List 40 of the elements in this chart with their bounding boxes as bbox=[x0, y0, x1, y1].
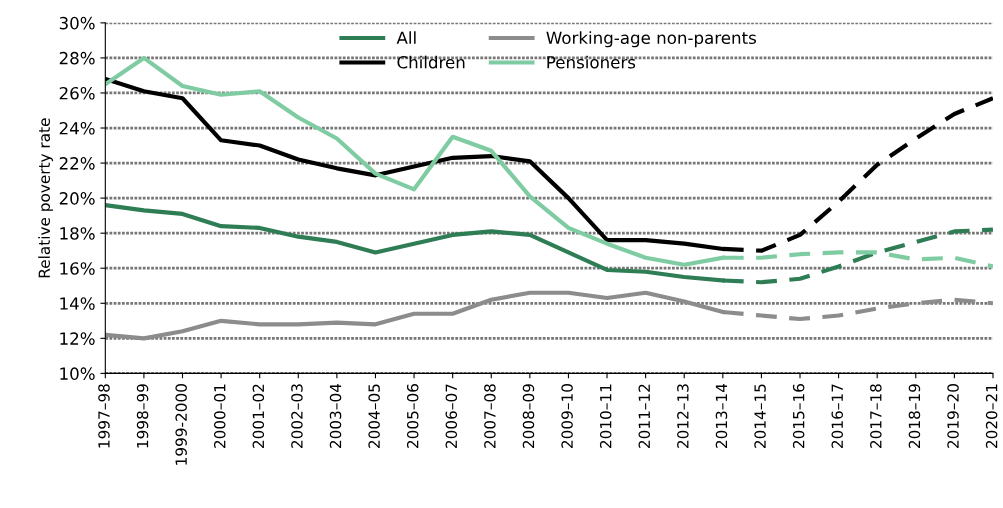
x-tick-label: 1999-2000 bbox=[175, 384, 187, 465]
x-tick-label: 2005–06 bbox=[406, 384, 419, 448]
y-tick-label: 14% bbox=[60, 297, 95, 310]
x-tick-label: 2004–05 bbox=[368, 384, 380, 448]
legend-label: Working-age non-parents bbox=[546, 31, 756, 48]
x-tick-label: 2009–10 bbox=[561, 384, 573, 448]
x-tick-label: 2016–17 bbox=[831, 384, 844, 448]
y-axis-title: Relative poverty rate bbox=[38, 118, 53, 278]
x-tick-label: 2014–15 bbox=[754, 384, 766, 448]
legend-label: Pensioners bbox=[547, 55, 636, 69]
y-tick-label: 18% bbox=[60, 227, 95, 240]
x-tick-label: 2001–02 bbox=[252, 384, 265, 448]
x-tick-label: 2006–07 bbox=[445, 384, 458, 448]
legend-label: Children bbox=[397, 55, 465, 69]
x-tick-label: 2007–08 bbox=[484, 384, 496, 448]
x-tick-label: 1997–98 bbox=[98, 384, 110, 448]
x-tick-label: 2003–04 bbox=[329, 383, 342, 448]
y-tick-label: 22% bbox=[59, 157, 95, 170]
x-tick-label: 2019–20 bbox=[947, 384, 959, 448]
x-tick-label: 2000–01 bbox=[213, 384, 226, 448]
x-tick-label: 2013–14 bbox=[715, 383, 728, 448]
x-tick-label: 2012–13 bbox=[677, 384, 689, 448]
y-tick-label: 16% bbox=[60, 262, 95, 275]
x-tick-label: 1998–99 bbox=[136, 384, 149, 448]
y-tick-label: 10% bbox=[60, 367, 95, 380]
x-tick-label: 2020–21 bbox=[985, 384, 998, 448]
y-tick-label: 24% bbox=[59, 121, 95, 135]
x-tick-label: 2008–09 bbox=[522, 384, 535, 448]
legend-label: All bbox=[396, 31, 416, 44]
x-tick-label: 2017–18 bbox=[870, 384, 882, 448]
y-tick-label: 12% bbox=[60, 332, 95, 345]
x-tick-label: 2015–16 bbox=[792, 384, 805, 448]
x-tick-label: 2002–03 bbox=[291, 384, 303, 448]
y-tick-label: 20% bbox=[59, 192, 95, 205]
y-tick-label: 26% bbox=[59, 86, 95, 100]
x-tick-label: 2018–19 bbox=[908, 384, 921, 448]
x-tick-label: 2011–12 bbox=[638, 384, 651, 448]
y-tick-label: 28% bbox=[59, 51, 95, 65]
x-tick-label: 2010–11 bbox=[599, 384, 612, 448]
y-tick-label: 30% bbox=[59, 16, 95, 30]
